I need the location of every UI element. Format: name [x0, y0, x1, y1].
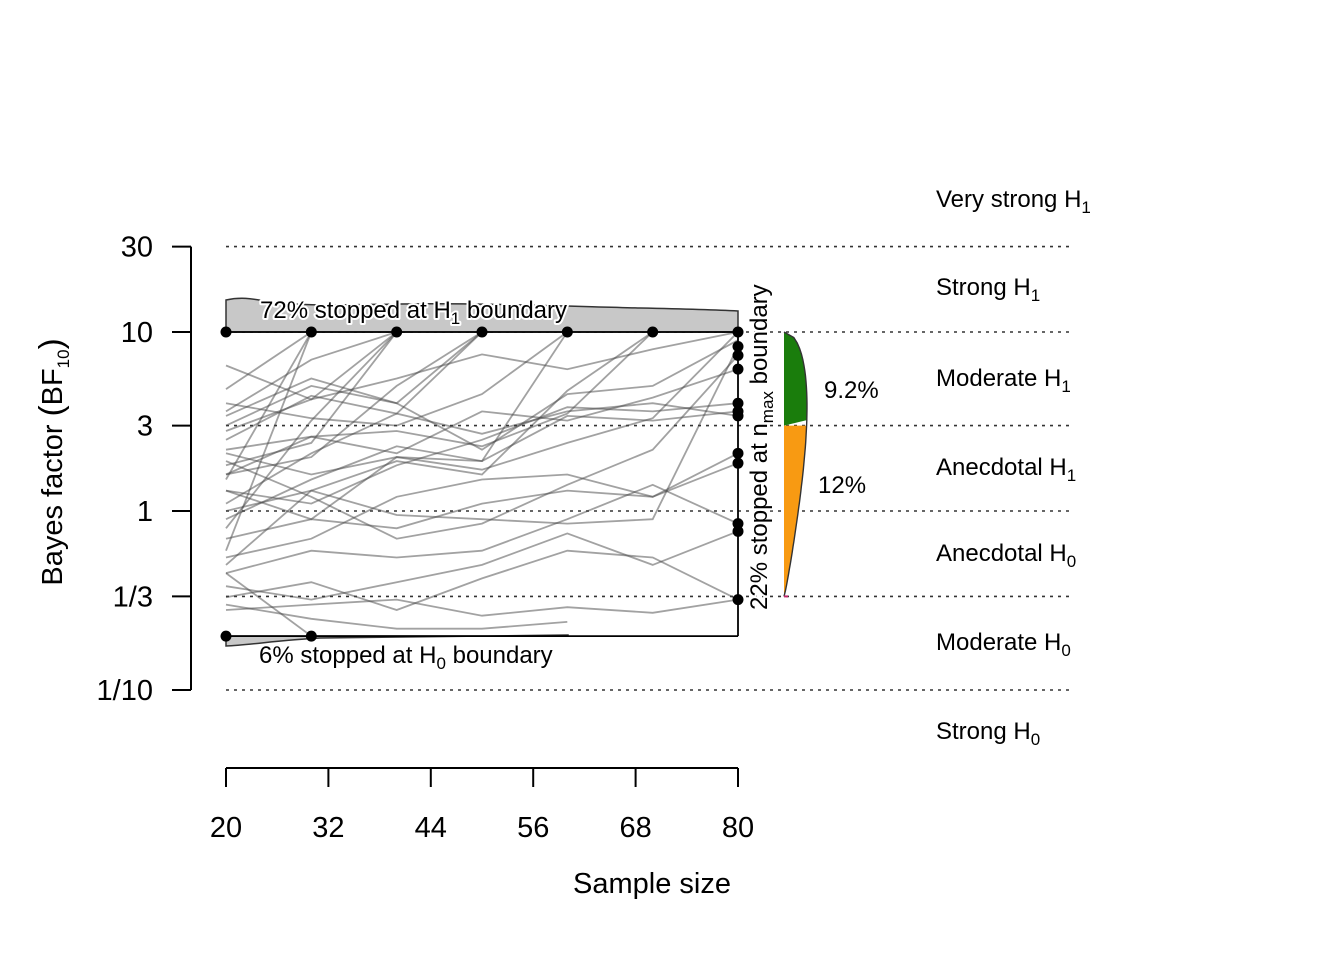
y-tick-label-0: 30: [121, 232, 153, 264]
trajectory-22: [225, 331, 313, 552]
y-axis-title: Bayes factor (BF10): [32, 338, 73, 585]
trajectory-27: [225, 331, 398, 467]
nmax-stop-point-5: [732, 410, 744, 422]
trajectory-13: [225, 402, 739, 505]
h0-stop-point-0: [220, 630, 232, 642]
nmax-stop-point-10: [732, 594, 744, 606]
nmax-pct-anecdotal-label: 12%: [818, 472, 866, 499]
trajectory-30: [225, 603, 568, 630]
nmax-stop-point-7: [732, 457, 744, 469]
evidence-labels: Very strong H1 Strong H1 Moderate H1 Ane…: [936, 186, 1091, 749]
trajectory-28: [225, 331, 739, 432]
nmax-stop-point-3: [732, 397, 744, 409]
trajectory-2: [225, 331, 739, 476]
nmax-stop-point-0: [732, 340, 744, 352]
x-tick-label-1: 32: [312, 812, 344, 844]
x-tick-label-3: 56: [517, 812, 549, 844]
nmax-dist-anecdotal: [784, 425, 807, 597]
evidence-label-moderate-h0: Moderate H0: [936, 629, 1071, 660]
trajectory-8: [225, 483, 739, 574]
trajectory-9: [225, 530, 739, 601]
h0-stop-point-1: [305, 630, 317, 642]
h1-stop-point-1: [305, 326, 317, 338]
trajectory-17: [225, 331, 483, 417]
x-tick-label-5: 80: [722, 812, 754, 844]
trajectory-7: [225, 462, 739, 559]
trajectory-14: [225, 346, 739, 566]
x-axis-title: Sample size: [573, 868, 731, 900]
trajectory-1: [225, 339, 739, 451]
x-tick-label-2: 44: [415, 812, 447, 844]
evidence-label-anecdotal-h1: Anecdotal H1: [936, 454, 1076, 485]
trajectory-26: [225, 331, 397, 413]
trajectory-24: [225, 331, 312, 390]
y-tick-label-5: 1/10: [97, 675, 153, 707]
evidence-label-strong-h0: Strong H0: [936, 718, 1040, 749]
y-tick-label-4: 1/3: [113, 581, 153, 613]
nmax-annotation: 22% stopped at nmax boundary: [746, 284, 777, 610]
h1-stop-point-4: [561, 326, 573, 338]
stopping-points: [220, 326, 744, 642]
h1-stop-point-3: [476, 326, 488, 338]
h0-boundary-annotation: 6% stopped at H0 boundary: [259, 642, 553, 673]
evidence-label-moderate-h1: Moderate H1: [936, 365, 1071, 396]
nmax-stop-point-1: [732, 349, 744, 361]
y-tick-label-1: 10: [121, 317, 153, 349]
nmax-stop-point-2: [732, 363, 744, 375]
trajectory-21: [225, 331, 654, 512]
h1-boundary-annotation: 72% stopped at H1 boundary: [260, 297, 567, 328]
y-tick-label-2: 3: [137, 411, 153, 443]
nmax-stop-point-9: [732, 525, 744, 537]
evidence-label-strong-h1: Strong H1: [936, 274, 1040, 305]
x-tick-label-4: 68: [619, 812, 651, 844]
trajectory-18: [225, 331, 569, 521]
trajectory-15: [225, 331, 483, 441]
trajectory-19: [225, 331, 568, 427]
nmax-dist-outline: [783, 331, 808, 597]
nmax-stop-point-6: [732, 447, 744, 459]
h1-stop-point-6: [732, 326, 744, 338]
axes: 30 10 3 1 1/3 1/10 20 32 44 56 68 80: [97, 232, 755, 844]
nmax-distribution: [783, 331, 808, 598]
trajectory-4: [225, 402, 739, 505]
nmax-pct-h1-label: 9.2%: [824, 377, 879, 404]
trajectory-23: [225, 331, 313, 480]
evidence-reference-lines: [226, 245, 1072, 691]
trajectory-10: [225, 549, 739, 611]
x-tick-label-0: 20: [210, 812, 242, 844]
h1-stop-point-2: [391, 326, 403, 338]
nmax-dist-moderate-h1: [784, 332, 807, 426]
h1-stop-density: [225, 297, 739, 333]
nmax-stop-point-8: [732, 518, 744, 530]
h1-stop-point-0: [220, 326, 232, 338]
trajectory-12: [225, 354, 739, 540]
y-tick-label-3: 1: [137, 496, 153, 528]
h1-stop-point-5: [647, 326, 659, 338]
evidence-label-anecdotal-h0: Anecdotal H0: [936, 540, 1076, 571]
trajectory-25: [225, 331, 398, 529]
trajectory-11: [225, 598, 739, 617]
bf-trajectories: [225, 331, 739, 637]
evidence-label-very-strong-h1: Very strong H1: [936, 186, 1091, 217]
trajectory-29: [225, 572, 312, 637]
trajectory-6: [225, 452, 739, 540]
